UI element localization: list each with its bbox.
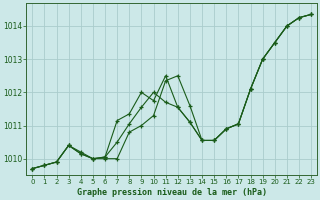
X-axis label: Graphe pression niveau de la mer (hPa): Graphe pression niveau de la mer (hPa) <box>77 188 267 197</box>
